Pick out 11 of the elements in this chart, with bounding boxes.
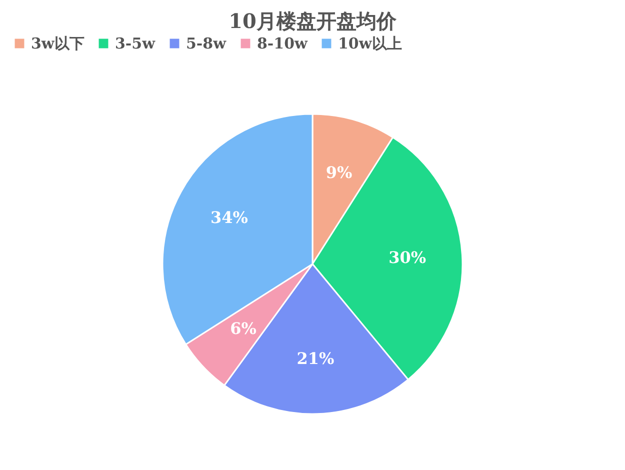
data-label: 30% (388, 248, 426, 268)
legend-label: 3w以下 (31, 34, 84, 53)
legend-label: 3-5w (115, 34, 156, 53)
data-label: 21% (296, 348, 334, 368)
data-label: 34% (210, 208, 248, 228)
legend-label: 10w以上 (338, 34, 402, 53)
data-label: 9% (326, 162, 352, 182)
legend-label: 5-8w (186, 34, 228, 53)
chart-title: 10月楼盘开盘均价 (228, 9, 398, 33)
data-label: 6% (230, 319, 256, 338)
legend-label: 8-10w (257, 34, 309, 53)
